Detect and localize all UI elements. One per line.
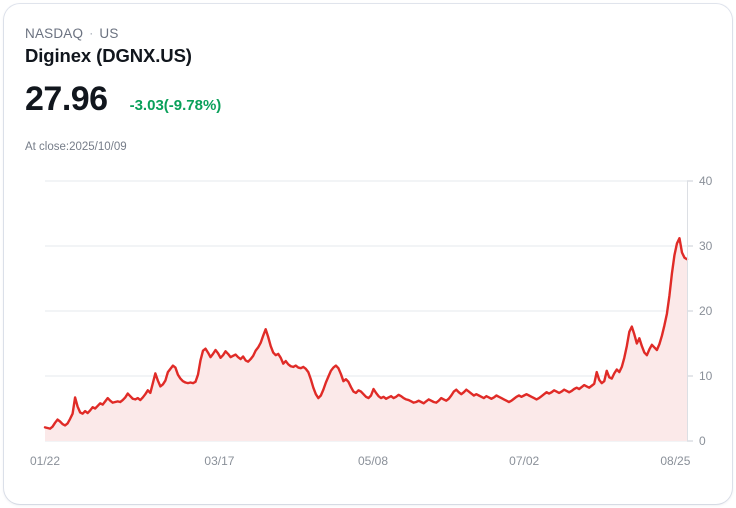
price-row: 27.96 -3.03(-9.78%) — [25, 82, 221, 116]
exchange-label: NASDAQ — [25, 26, 84, 41]
y-tick-label: 30 — [699, 239, 713, 253]
current-price: 27.96 — [25, 80, 108, 118]
chart-line — [43, 237, 689, 430]
stock-quote-card: NASDAQ · US Diginex (DGNX.US) 27.96 -3.03(… — [4, 4, 732, 504]
y-tick-label: 10 — [699, 369, 713, 383]
x-tick-label: 01/22 — [30, 454, 60, 468]
chart-area-fill — [45, 238, 687, 441]
price-chart-svg[interactable]: 0 10 20 30 40 01/22 03/17 05/08 07/02 08/25 — [4, 164, 732, 484]
separator-dot: · — [89, 26, 94, 40]
region-label: US — [99, 26, 119, 41]
market-status: At close:2025/10/09 — [25, 141, 127, 153]
page-title: Diginex (DGNX.US) — [25, 45, 192, 66]
y-tick-label: 40 — [699, 174, 713, 188]
x-tick-label: 03/17 — [204, 454, 234, 468]
x-tick-label: 05/08 — [358, 454, 388, 468]
x-tick-label: 08/25 — [660, 454, 690, 468]
price-change: -3.03(-9.78%) — [129, 97, 222, 114]
price-chart[interactable]: 0 10 20 30 40 01/22 03/17 05/08 07/02 08/25 — [4, 164, 732, 484]
y-tick-label: 0 — [699, 434, 706, 448]
exchange-region-line: NASDAQ · US — [25, 26, 119, 41]
y-tick-label: 20 — [699, 304, 713, 318]
chart-y-axis: 0 10 20 30 40 — [687, 174, 713, 448]
x-tick-label: 07/02 — [509, 454, 539, 468]
chart-x-axis: 01/22 03/17 05/08 07/02 08/25 — [30, 454, 691, 468]
